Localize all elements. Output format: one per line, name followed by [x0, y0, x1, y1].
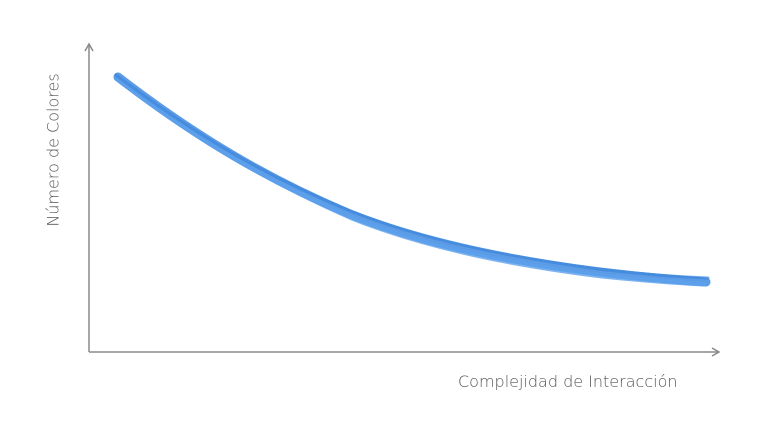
- decreasing-curve: [113, 72, 711, 287]
- x-axis-label: Complejidad de Interacción: [458, 372, 678, 391]
- x-axis-arrow-icon: [711, 347, 721, 357]
- y-axis: [84, 42, 94, 352]
- y-axis-arrow-icon: [84, 42, 94, 52]
- y-axis-label: Número de Colores: [43, 73, 63, 227]
- x-axis: [89, 347, 721, 357]
